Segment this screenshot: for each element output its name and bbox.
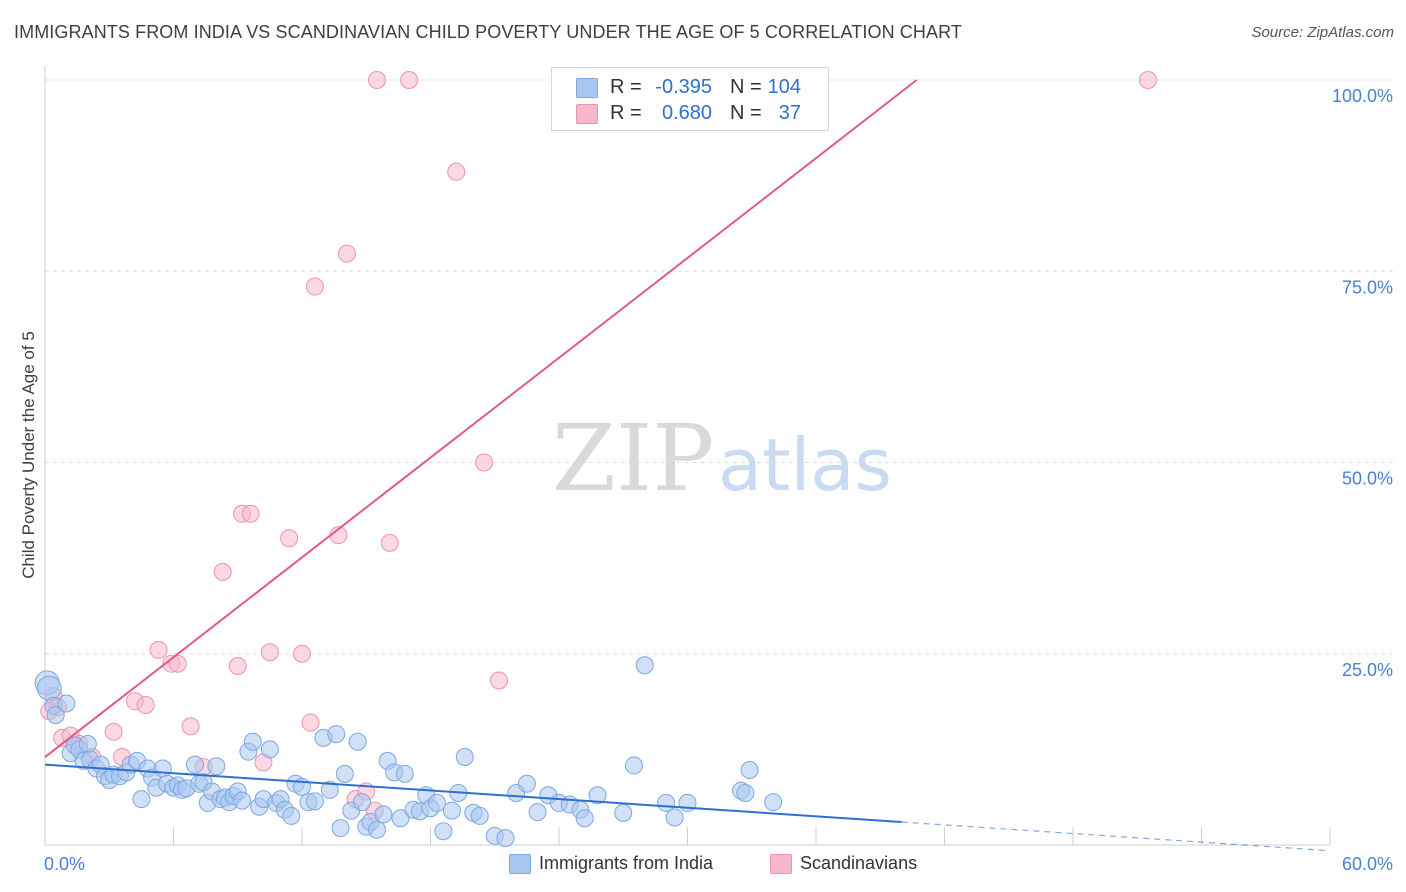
y-tick-labels: 25.0% 50.0% 75.0% 100.0% [1332, 86, 1393, 680]
x-tick-labels: 0.0% 60.0% [44, 854, 1393, 874]
source-credit: Source: ZipAtlas.com [1251, 24, 1394, 41]
india-point [391, 809, 410, 828]
india-point [243, 732, 262, 751]
india-point [331, 819, 350, 838]
scandinavians-point [305, 277, 324, 296]
india-swatch [576, 78, 598, 98]
india-point [588, 786, 607, 805]
india-point [496, 829, 515, 848]
india-point [185, 755, 204, 774]
legend-r-label: R = [610, 102, 642, 124]
x-tick-label-max: 60.0% [1342, 854, 1393, 874]
legend-n-label: N = [730, 102, 762, 124]
india-point [455, 748, 474, 767]
legend-n-value-india: 104 [767, 76, 801, 98]
scandinavians-point [293, 644, 311, 663]
series-legend: Immigrants from India Scandinavians [0, 852, 1406, 878]
legend-n-value-scandinavians: 37 [778, 102, 801, 124]
india-point [78, 735, 97, 754]
y-axis-label: Child Poverty Under the Age of 5 [19, 331, 38, 579]
legend-label-scandinavians: Scandinavians [800, 853, 918, 873]
india-point [335, 764, 354, 783]
scandinavians-swatch [576, 104, 598, 124]
legend-n-label: N = [730, 76, 762, 98]
india-point [528, 803, 547, 822]
india-point [207, 757, 226, 776]
india-point [442, 801, 461, 820]
india-point [57, 694, 76, 713]
scandinavians-point [1138, 71, 1157, 89]
scandinavians-point [400, 71, 419, 89]
gridlines [45, 79, 1395, 655]
india-point [614, 803, 633, 822]
y-tick-label: 50.0% [1342, 469, 1393, 489]
watermark-atlas: atlas [718, 423, 892, 507]
scandinavians-point [241, 504, 260, 523]
india-trendline-extension [901, 821, 1331, 852]
scandinavians-point [260, 643, 279, 662]
india-point [352, 793, 371, 812]
legend-r-value-india: -0.395 [655, 76, 712, 98]
scandinavians-point [380, 533, 399, 552]
scandinavians-point [447, 162, 466, 181]
india-point [233, 791, 252, 810]
scandinavians-point [136, 696, 155, 715]
india-point [665, 808, 684, 827]
india-point [736, 783, 755, 802]
india-swatch [509, 854, 531, 874]
india-point [635, 656, 654, 675]
india-point [36, 675, 62, 701]
scandinavians-point [228, 656, 247, 675]
india-point [320, 780, 339, 799]
scandinavians-point [301, 713, 320, 732]
scandinavians-point [168, 654, 187, 673]
watermark-zip: ZIP [552, 405, 714, 512]
india-point [282, 806, 301, 825]
scandinavians-point [337, 244, 356, 263]
india-trendline [44, 763, 902, 824]
india-point [470, 806, 489, 825]
scandinavians-trendline [44, 79, 918, 758]
y-tick-label: 75.0% [1342, 277, 1393, 297]
india-points [34, 656, 783, 848]
india-point [374, 805, 393, 824]
scandinavians-point [280, 529, 299, 548]
india-point [153, 759, 172, 778]
legend-label-india: Immigrants from India [539, 853, 714, 873]
india-point [367, 820, 386, 839]
india-point [395, 764, 414, 783]
scandinavians-point [490, 671, 509, 690]
y-tick-label: 100.0% [1332, 86, 1393, 106]
legend-row-india: R = -0.395 N = 104 [552, 75, 828, 101]
india-point [327, 725, 346, 744]
india-point [434, 822, 453, 841]
india-point [740, 761, 759, 780]
india-point [305, 792, 324, 811]
y-tick-label: 25.0% [1342, 660, 1393, 680]
india-point [427, 793, 446, 812]
india-point [517, 774, 536, 793]
legend-r-label: R = [610, 76, 642, 98]
chart-title: IMMIGRANTS FROM INDIA VS SCANDINAVIAN CH… [14, 22, 962, 42]
scandinavians-swatch [770, 854, 792, 874]
legend-r-value-scandinavians: 0.680 [661, 102, 712, 124]
scandinavians-point [475, 453, 494, 472]
x-tick-label-min: 0.0% [44, 854, 85, 874]
scandinavians-point [367, 71, 386, 89]
scandinavians-point [213, 562, 232, 581]
correlation-legend: R = -0.395 N = 104 R = 0.680 N = 37 [551, 67, 829, 131]
india-point [575, 809, 594, 828]
india-point [46, 705, 65, 724]
india-point [260, 740, 279, 759]
india-point [764, 793, 783, 812]
trendlines [44, 79, 1331, 852]
legend-row-scandinavians: R = 0.680 N = 37 [552, 101, 828, 127]
scandinavians-point [149, 640, 168, 659]
india-point [132, 790, 151, 809]
scandinavians-point [104, 722, 123, 741]
india-point [624, 756, 643, 775]
scandinavians-point [181, 717, 200, 736]
india-point [348, 732, 367, 751]
